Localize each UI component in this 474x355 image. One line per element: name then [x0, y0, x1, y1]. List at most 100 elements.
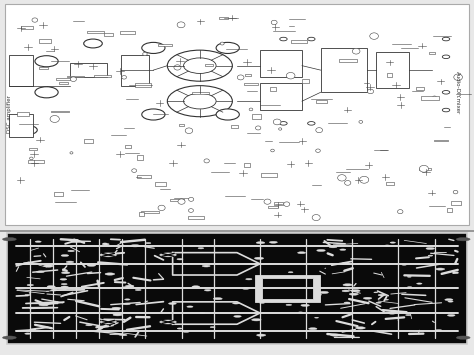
Bar [451, 202, 461, 206]
Ellipse shape [202, 265, 210, 267]
Ellipse shape [342, 290, 349, 292]
Ellipse shape [121, 287, 129, 289]
Bar [260, 83, 302, 110]
Ellipse shape [445, 299, 453, 301]
Ellipse shape [249, 108, 253, 111]
Ellipse shape [105, 273, 115, 275]
Bar [179, 124, 184, 126]
Bar [205, 64, 213, 66]
Ellipse shape [70, 77, 76, 82]
Ellipse shape [68, 250, 74, 252]
Ellipse shape [367, 89, 374, 94]
Ellipse shape [2, 237, 16, 241]
Ellipse shape [122, 334, 127, 336]
Ellipse shape [442, 108, 450, 112]
Bar [7, 233, 467, 344]
Ellipse shape [344, 302, 350, 304]
Ellipse shape [315, 317, 319, 318]
Ellipse shape [61, 283, 67, 285]
Ellipse shape [360, 176, 369, 183]
Ellipse shape [417, 283, 422, 284]
Bar [434, 140, 447, 141]
Ellipse shape [98, 328, 102, 329]
Ellipse shape [359, 120, 363, 123]
Bar [137, 175, 151, 178]
Ellipse shape [376, 302, 381, 304]
Bar [121, 55, 149, 86]
Ellipse shape [243, 288, 249, 289]
Bar [260, 50, 302, 77]
Ellipse shape [284, 202, 290, 206]
Ellipse shape [273, 119, 281, 125]
Ellipse shape [204, 159, 210, 163]
Ellipse shape [39, 304, 48, 306]
Ellipse shape [233, 302, 239, 304]
Ellipse shape [256, 242, 265, 244]
Ellipse shape [308, 37, 315, 41]
Bar [320, 48, 367, 92]
Bar [447, 208, 452, 212]
Ellipse shape [252, 319, 261, 321]
Ellipse shape [453, 190, 458, 194]
Ellipse shape [216, 109, 239, 120]
Ellipse shape [286, 304, 292, 306]
Ellipse shape [125, 299, 130, 300]
Ellipse shape [425, 288, 431, 289]
Bar [302, 80, 309, 83]
Ellipse shape [210, 327, 215, 328]
Ellipse shape [398, 209, 403, 214]
Ellipse shape [50, 115, 59, 122]
Ellipse shape [183, 93, 216, 109]
Ellipse shape [146, 242, 151, 244]
Ellipse shape [298, 312, 303, 313]
Ellipse shape [32, 18, 38, 22]
Ellipse shape [337, 175, 346, 181]
Ellipse shape [426, 247, 435, 250]
Ellipse shape [316, 149, 320, 152]
Ellipse shape [329, 246, 337, 248]
Ellipse shape [269, 241, 277, 243]
Ellipse shape [442, 55, 450, 59]
Ellipse shape [100, 320, 117, 324]
Ellipse shape [44, 265, 54, 267]
Ellipse shape [2, 336, 16, 339]
Ellipse shape [330, 334, 340, 336]
Ellipse shape [401, 264, 407, 265]
Bar [0, 230, 474, 232]
Bar [387, 73, 392, 77]
Bar [245, 163, 250, 167]
Bar [136, 83, 151, 87]
Bar [339, 59, 356, 62]
Ellipse shape [87, 264, 96, 266]
Ellipse shape [23, 262, 29, 264]
Bar [416, 87, 424, 91]
Ellipse shape [132, 169, 137, 173]
Ellipse shape [309, 328, 317, 330]
Ellipse shape [270, 301, 274, 302]
Ellipse shape [25, 333, 31, 334]
Bar [155, 182, 165, 186]
Bar [29, 148, 37, 150]
Ellipse shape [126, 285, 134, 287]
Ellipse shape [187, 306, 193, 307]
Ellipse shape [142, 42, 165, 54]
Ellipse shape [213, 297, 222, 300]
Ellipse shape [298, 252, 306, 254]
Ellipse shape [143, 52, 147, 56]
Bar [141, 211, 159, 213]
Ellipse shape [384, 299, 389, 300]
Ellipse shape [35, 241, 41, 242]
Text: DSC amplifier: DSC amplifier [7, 95, 12, 133]
Bar [376, 52, 409, 88]
Ellipse shape [308, 121, 315, 125]
Ellipse shape [433, 96, 437, 99]
Ellipse shape [271, 149, 274, 152]
Ellipse shape [84, 39, 102, 48]
Ellipse shape [390, 242, 395, 243]
Ellipse shape [456, 237, 470, 241]
Ellipse shape [442, 91, 450, 94]
Ellipse shape [374, 292, 378, 293]
Ellipse shape [27, 284, 34, 286]
Bar [188, 217, 204, 219]
Ellipse shape [158, 205, 165, 211]
